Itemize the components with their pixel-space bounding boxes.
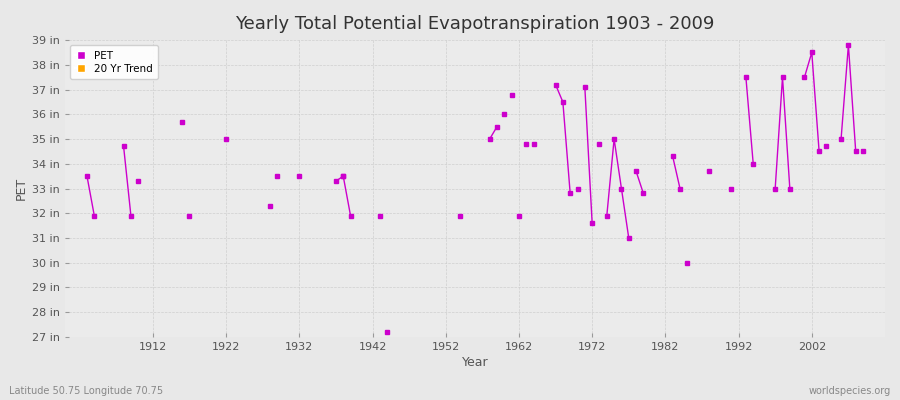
Y-axis label: PET: PET <box>15 177 28 200</box>
Legend: PET, 20 Yr Trend: PET, 20 Yr Trend <box>70 45 158 79</box>
X-axis label: Year: Year <box>462 356 489 369</box>
Text: worldspecies.org: worldspecies.org <box>809 386 891 396</box>
Text: Latitude 50.75 Longitude 70.75: Latitude 50.75 Longitude 70.75 <box>9 386 163 396</box>
Title: Yearly Total Potential Evapotranspiration 1903 - 2009: Yearly Total Potential Evapotranspiratio… <box>235 15 715 33</box>
